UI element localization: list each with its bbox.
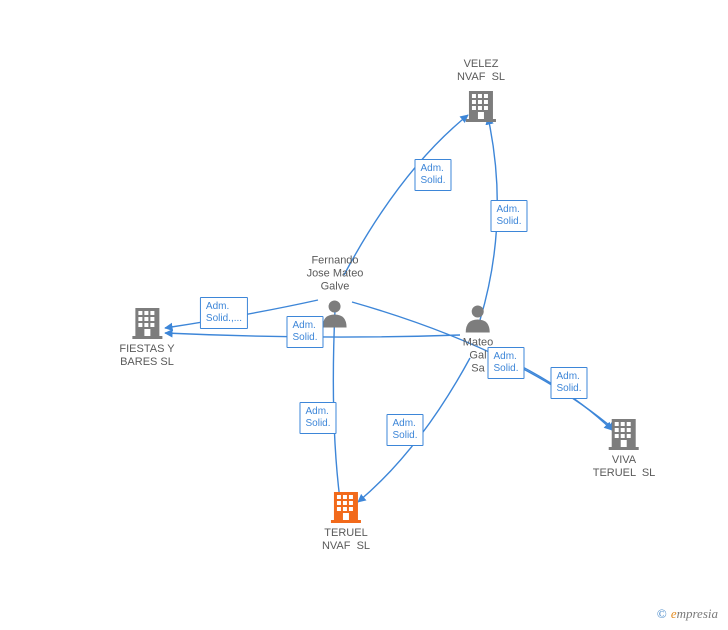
- edge-label: Adm. Solid.: [490, 200, 527, 232]
- node-velez[interactable]: VELEZ NVAF SL: [457, 58, 505, 122]
- node-label: VELEZ NVAF SL: [457, 58, 505, 84]
- edge-label: Adm. Solid.: [487, 347, 524, 379]
- building-icon: [593, 416, 656, 450]
- copyright-symbol: ©: [657, 606, 667, 621]
- node-label: TERUEL NVAF SL: [322, 527, 370, 553]
- node-label: FIESTAS Y BARES SL: [119, 343, 174, 369]
- node-teruel[interactable]: TERUEL NVAF SL: [322, 489, 370, 553]
- building-icon: [119, 305, 174, 339]
- node-fiestas[interactable]: FIESTAS Y BARES SL: [119, 305, 174, 369]
- person-icon: [463, 303, 494, 333]
- node-label: Fernando Jose Mateo Galve: [307, 255, 364, 294]
- network-diagram: { "canvas": { "width": 728, "height": 63…: [0, 0, 728, 630]
- node-viva[interactable]: VIVA TERUEL SL: [593, 416, 656, 480]
- edge-label: Adm. Solid.: [414, 159, 451, 191]
- edge-label: Adm. Solid.: [550, 367, 587, 399]
- edge-label: Adm. Solid.: [299, 402, 336, 434]
- building-icon: [457, 88, 505, 122]
- building-icon: [322, 489, 370, 523]
- edge-fernando-velez: [344, 115, 468, 275]
- watermark: ©empresia: [657, 606, 718, 622]
- brand-rest: mpresia: [677, 606, 718, 621]
- edge-label: Adm. Solid.,...: [200, 297, 248, 329]
- node-label: VIVA TERUEL SL: [593, 454, 656, 480]
- edge-label: Adm. Solid.: [386, 414, 423, 446]
- edge-label: Adm. Solid.: [286, 316, 323, 348]
